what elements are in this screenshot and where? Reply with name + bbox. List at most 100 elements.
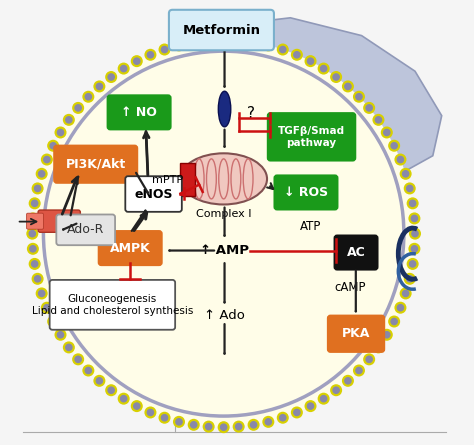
Circle shape (294, 409, 300, 416)
Circle shape (318, 63, 329, 75)
Circle shape (218, 421, 230, 433)
Text: ATP: ATP (300, 220, 321, 234)
Circle shape (291, 406, 303, 418)
Circle shape (50, 318, 56, 324)
Circle shape (63, 114, 75, 126)
Circle shape (75, 356, 81, 363)
Text: ↑ AMP: ↑ AMP (200, 244, 249, 257)
Circle shape (44, 304, 50, 311)
FancyBboxPatch shape (50, 280, 175, 330)
Circle shape (388, 140, 400, 152)
Circle shape (412, 231, 418, 237)
Circle shape (404, 182, 416, 194)
Text: Complex I: Complex I (196, 209, 251, 218)
Circle shape (410, 261, 416, 267)
Circle shape (120, 396, 127, 402)
Circle shape (409, 227, 421, 239)
Circle shape (162, 46, 168, 53)
Circle shape (173, 416, 185, 428)
Circle shape (55, 126, 66, 138)
Circle shape (206, 424, 212, 430)
Text: mPTP: mPTP (153, 175, 183, 185)
Circle shape (265, 419, 272, 425)
Circle shape (342, 375, 354, 387)
Circle shape (28, 197, 41, 209)
Ellipse shape (219, 91, 231, 127)
Circle shape (96, 378, 102, 384)
Circle shape (373, 341, 384, 353)
Circle shape (27, 212, 39, 224)
Text: Metformin: Metformin (182, 24, 260, 36)
Circle shape (330, 384, 342, 396)
Circle shape (320, 65, 327, 72)
Circle shape (280, 415, 286, 421)
Text: ↓ ROS: ↓ ROS (284, 186, 328, 199)
Circle shape (308, 403, 314, 409)
Circle shape (27, 243, 39, 255)
Circle shape (308, 58, 314, 64)
Circle shape (330, 71, 342, 83)
Circle shape (147, 409, 154, 416)
Circle shape (366, 105, 372, 111)
Circle shape (82, 364, 94, 376)
Circle shape (176, 419, 182, 425)
Circle shape (72, 102, 84, 114)
Circle shape (50, 143, 56, 149)
Circle shape (356, 93, 362, 100)
Circle shape (407, 276, 413, 282)
Circle shape (233, 35, 245, 47)
Circle shape (345, 83, 351, 89)
Circle shape (57, 129, 64, 136)
Circle shape (407, 185, 413, 191)
Circle shape (402, 171, 409, 177)
Circle shape (28, 258, 41, 270)
Circle shape (108, 387, 114, 393)
Circle shape (381, 126, 393, 138)
Text: PKA: PKA (342, 327, 370, 340)
Text: TGFβ/Smad
pathway: TGFβ/Smad pathway (278, 126, 345, 148)
Circle shape (262, 40, 274, 52)
Circle shape (363, 102, 375, 114)
Circle shape (44, 157, 50, 163)
Circle shape (57, 332, 64, 338)
Circle shape (93, 81, 105, 93)
Circle shape (383, 129, 390, 136)
Ellipse shape (32, 40, 415, 427)
Circle shape (375, 117, 382, 123)
Circle shape (105, 71, 117, 83)
Circle shape (291, 49, 303, 61)
Circle shape (188, 36, 200, 49)
Circle shape (304, 55, 317, 67)
Circle shape (47, 316, 59, 328)
Circle shape (397, 157, 403, 163)
Text: AC: AC (346, 246, 365, 259)
Circle shape (35, 185, 41, 191)
Circle shape (236, 424, 242, 430)
Circle shape (383, 332, 390, 338)
Circle shape (333, 74, 339, 80)
Circle shape (191, 39, 197, 45)
Circle shape (173, 40, 185, 52)
Circle shape (407, 258, 419, 270)
Circle shape (26, 227, 38, 239)
Circle shape (145, 49, 156, 61)
Text: ↑ NO: ↑ NO (121, 106, 157, 119)
Circle shape (320, 396, 327, 402)
Circle shape (30, 215, 36, 222)
Circle shape (353, 364, 365, 376)
FancyBboxPatch shape (181, 163, 195, 196)
Circle shape (202, 421, 215, 433)
FancyBboxPatch shape (335, 235, 378, 270)
Circle shape (391, 318, 397, 324)
Circle shape (262, 416, 274, 428)
Text: Gluconeogenesis
Lipid and cholesterol synthesis: Gluconeogenesis Lipid and cholesterol sy… (32, 294, 193, 316)
Polygon shape (148, 18, 442, 178)
Circle shape (162, 415, 168, 421)
FancyBboxPatch shape (125, 176, 182, 212)
Circle shape (410, 200, 416, 206)
Circle shape (72, 353, 84, 365)
Circle shape (158, 44, 171, 56)
Circle shape (250, 39, 257, 45)
Circle shape (391, 143, 397, 149)
Text: eNOS: eNOS (134, 187, 173, 201)
